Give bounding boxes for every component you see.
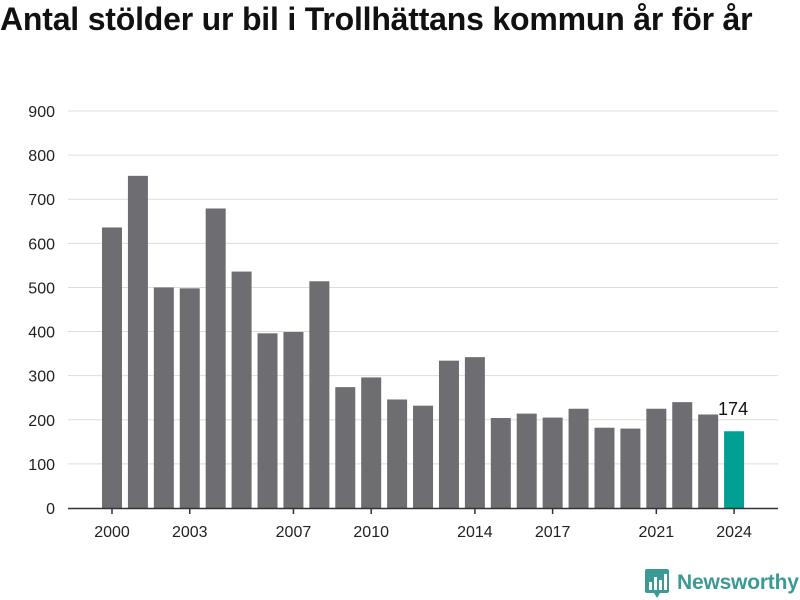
y-tick-label: 100	[28, 457, 55, 474]
bar	[127, 175, 148, 509]
bar	[153, 287, 174, 508]
data-label: 174	[718, 399, 748, 419]
newsworthy-brand: Newsworthy	[644, 566, 799, 600]
bar	[646, 408, 667, 508]
bar	[542, 417, 563, 508]
x-tick-label: 2017	[535, 524, 571, 541]
bar	[490, 418, 511, 508]
bar-highlight	[724, 431, 745, 508]
bar	[516, 413, 537, 508]
x-tick-label: 2000	[94, 524, 130, 541]
bars	[102, 175, 745, 509]
y-tick-label: 500	[28, 280, 55, 297]
bar	[620, 428, 641, 508]
bar	[568, 408, 589, 508]
y-tick-label: 200	[28, 413, 55, 430]
bar	[387, 399, 408, 508]
x-tick-label: 2003	[172, 524, 208, 541]
y-tick-label: 700	[28, 192, 55, 209]
y-tick-label: 800	[28, 148, 55, 165]
x-axis	[68, 507, 778, 514]
bar	[464, 357, 485, 508]
brand-name: Newsworthy	[677, 571, 799, 594]
chart-title: Antal stölder ur bil i Trollhättans komm…	[0, 1, 753, 37]
bar	[231, 271, 252, 508]
bar	[102, 227, 122, 508]
bar	[205, 208, 226, 509]
y-tick-label: 900	[28, 104, 55, 121]
x-tick-label: 2007	[276, 524, 312, 541]
y-axis-tick-labels: 0 100 200 300 400 500 600 700 800 900	[28, 104, 55, 518]
bar	[672, 402, 693, 508]
x-tick-label: 2014	[457, 524, 493, 541]
bar	[335, 387, 356, 508]
bar-chart-speech-bubble-icon	[645, 569, 669, 598]
x-tick-label: 2024	[716, 524, 752, 541]
bar	[438, 360, 459, 508]
bar	[309, 281, 330, 508]
bar	[283, 331, 304, 508]
bar	[698, 414, 719, 508]
x-tick-label: 2021	[639, 524, 675, 541]
y-tick-label: 400	[28, 325, 55, 342]
bar	[413, 405, 434, 508]
bar	[361, 377, 382, 508]
y-tick-label: 300	[28, 369, 55, 386]
x-tick-label: 2010	[353, 524, 389, 541]
x-axis-tick-labels: 2000 2003 2007 2010 2014 2017 2021 2024	[94, 524, 752, 541]
bar	[257, 333, 278, 508]
bar	[179, 288, 200, 508]
y-tick-label: 600	[28, 236, 55, 253]
y-tick-label: 0	[46, 501, 55, 518]
bar	[594, 427, 615, 508]
data-labels: 174	[718, 399, 748, 419]
